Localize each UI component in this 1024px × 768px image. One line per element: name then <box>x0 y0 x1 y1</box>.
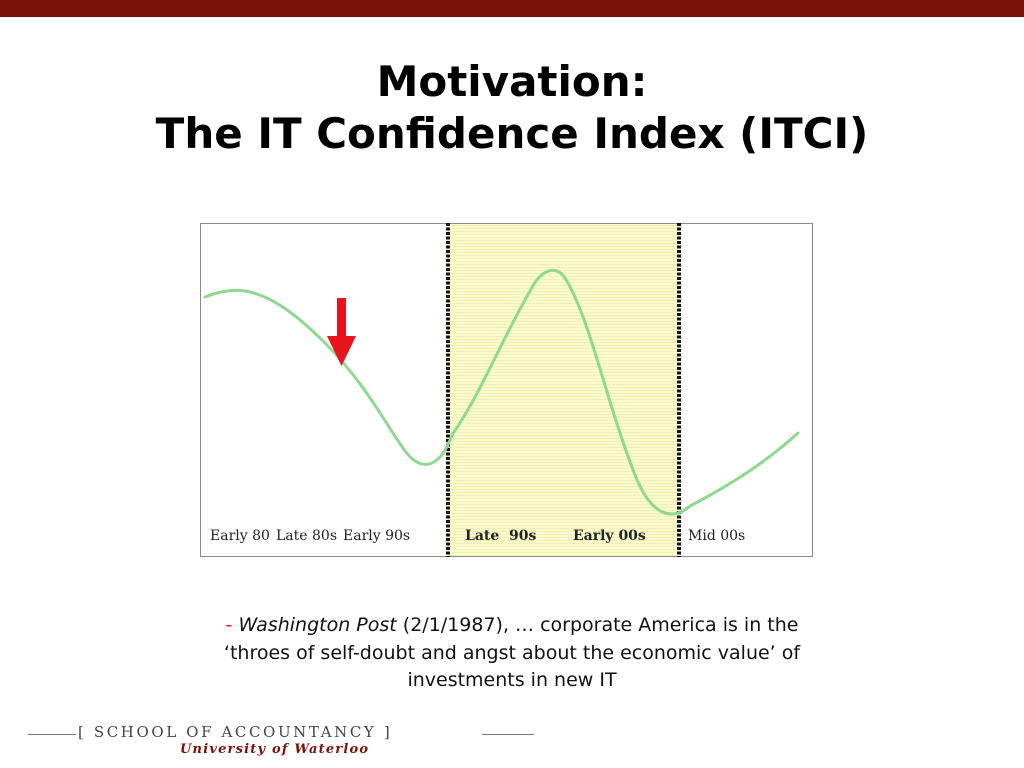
footer-logo: [ SCHOOL OF ACCOUNTANCY ] University of … <box>0 722 560 762</box>
itci-chart: Early 80 Late 80s Early 90s Late 90s Ear… <box>200 223 813 557</box>
x-tick-early-90s: Early 90s <box>343 528 410 544</box>
footer-rule-right <box>482 734 534 735</box>
red-down-arrow-icon <box>327 298 356 366</box>
school-name: [ SCHOOL OF ACCOUNTANCY ] <box>78 723 392 741</box>
x-tick-early-80: Early 80 <box>210 528 270 544</box>
top-accent-bar <box>0 0 1024 17</box>
quote-block: - Washington Post (2/1/1987), … corporat… <box>120 612 904 695</box>
quote-source: Washington Post <box>238 614 397 636</box>
quote-line-1: - Washington Post (2/1/1987), … corporat… <box>120 612 904 640</box>
itci-chart-svg: Early 80 Late 80s Early 90s Late 90s Ear… <box>200 223 813 557</box>
x-tick-mid-00s: Mid 00s <box>688 528 745 544</box>
highlight-region <box>447 224 678 556</box>
x-tick-late-80s: Late 80s <box>276 528 337 544</box>
quote-line-2: ‘throes of self-doubt and angst about th… <box>223 641 801 664</box>
x-tick-early-00s: Early 00s <box>573 528 646 544</box>
quote-date: (2/1/1987), <box>402 614 509 636</box>
school-name-text: SCHOOL OF ACCOUNTANCY <box>93 723 377 741</box>
quote-line-1-rest: … corporate America is in the <box>515 614 799 636</box>
title-line-2: The IT Confidence Index (ITCI) <box>155 109 869 158</box>
school-right-bracket: ] <box>383 723 393 741</box>
itci-curve <box>203 268 800 516</box>
title-line-1: Motivation: <box>376 57 648 106</box>
x-tick-late-90s: Late 90s <box>465 528 537 544</box>
university-name: University of Waterloo <box>180 742 370 757</box>
school-left-bracket: [ <box>78 723 87 741</box>
quote-line-3: investments in new IT <box>407 669 617 691</box>
slide-title: Motivation: The IT Confidence Index (ITC… <box>0 56 1024 160</box>
footer-rule-left <box>28 734 76 735</box>
quote-dash: - <box>225 614 233 636</box>
